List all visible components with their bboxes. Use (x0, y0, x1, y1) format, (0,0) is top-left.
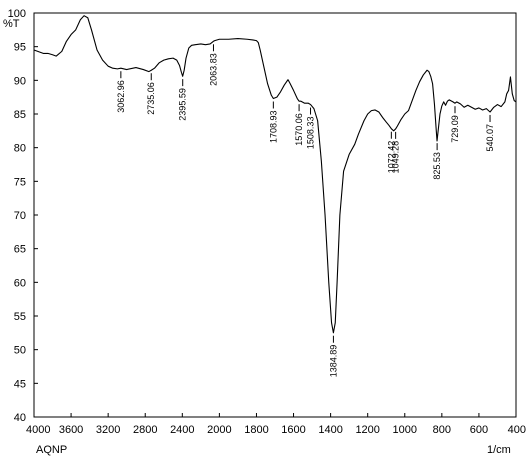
peak-label: 1384.89 (328, 345, 338, 378)
x-tick-label: 2000 (207, 424, 231, 436)
y-tick-label: 100 (8, 8, 26, 20)
peak-label: 3062.96 (116, 80, 126, 113)
peak-label: 729.09 (450, 115, 460, 143)
y-tick-label: 75 (14, 176, 26, 188)
x-tick-label: 3200 (96, 424, 120, 436)
sample-label: AQNP (36, 444, 67, 456)
y-tick-label: 50 (14, 345, 26, 357)
y-tick-label: 80 (14, 143, 26, 155)
x-tick-label: 3600 (59, 424, 83, 436)
y-tick-label: 60 (14, 277, 26, 289)
y-tick-label: 45 (14, 378, 26, 390)
y-tick-label: 85 (14, 109, 26, 121)
y-axis: 40 45 50 55 60 65 70 75 80 85 90 95 100 (8, 8, 38, 424)
y-tick-label: 55 (14, 311, 26, 323)
peak-label: 1049.28 (391, 141, 401, 174)
x-tick-label: 1600 (281, 424, 305, 436)
x-tick-label: 800 (433, 424, 451, 436)
series-layer (33, 15, 517, 334)
peak-label: 2063.83 (208, 53, 218, 86)
peak-label: 1508.33 (306, 117, 316, 150)
peak-label: 825.53 (432, 152, 442, 180)
y-tick-label: 70 (14, 210, 26, 222)
x-tick-label: 1400 (318, 424, 342, 436)
peak-label: 540.07 (485, 124, 495, 152)
y-axis-label: %T (3, 18, 20, 30)
x-tick-label: 600 (470, 424, 488, 436)
peak-label: 2735.06 (146, 82, 156, 115)
peak-label: 1072.42 (386, 141, 396, 174)
x-tick-label: 1800 (244, 424, 268, 436)
x-tick-label: 2800 (133, 424, 157, 436)
series-line (33, 15, 517, 334)
y-tick-label: 95 (14, 42, 26, 54)
x-tick-label: 1000 (393, 424, 417, 436)
y-tick-label: 40 (14, 412, 26, 424)
x-axis: 4000 3600 3200 2800 2400 2000 1800 1600 1400 1200… (26, 413, 526, 436)
x-tick-label: 1200 (355, 424, 379, 436)
peak-label: 1570.06 (294, 113, 304, 146)
peak-label: 1708.93 (268, 111, 278, 144)
plot-frame (33, 12, 517, 418)
peak-annotations: 3062.96 2735.06 2395.59 2063.83 1708.93 1570.… (116, 44, 495, 377)
y-tick-label: 65 (14, 244, 26, 256)
y-tick-label: 90 (14, 75, 26, 87)
peak-label: 2395.59 (178, 88, 188, 121)
x-tick-label: 2400 (170, 424, 194, 436)
x-tick-label: 4000 (26, 424, 50, 436)
x-tick-label: 400 (508, 424, 526, 436)
x-axis-label: 1/cm (487, 444, 511, 456)
